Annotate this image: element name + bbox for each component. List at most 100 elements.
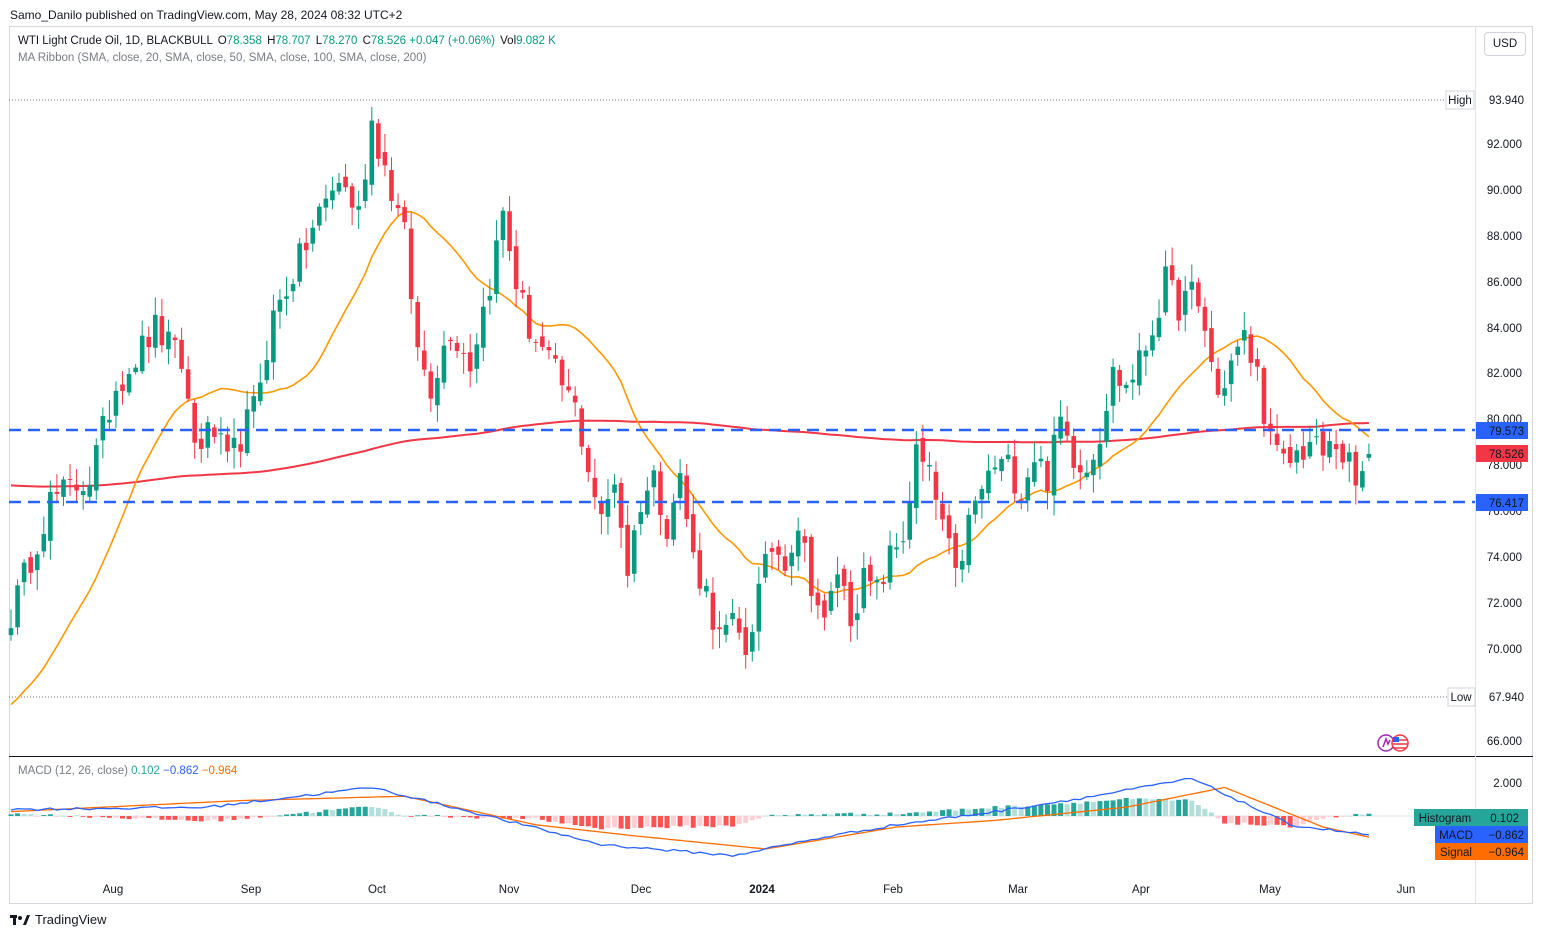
date-tick: Aug xyxy=(103,884,123,896)
macd-histogram-bar xyxy=(880,814,886,816)
macd-histogram-bar xyxy=(270,816,276,817)
macd-histogram-bar xyxy=(480,816,486,818)
candle-up xyxy=(763,553,768,578)
footer-brand-text: TradingView xyxy=(35,912,107,927)
candle-up xyxy=(113,390,119,416)
ma-ribbon-legend[interactable]: MA Ribbon (SMA, close, 20, SMA, close, 5… xyxy=(18,52,427,64)
macd-histogram-bar xyxy=(953,810,959,816)
candle-up xyxy=(704,585,709,592)
candle-down xyxy=(769,548,775,552)
date-tick: Jun xyxy=(1397,884,1416,896)
close-value: 78.526 xyxy=(370,35,407,47)
macd-histogram-bar xyxy=(1313,816,1319,821)
candle-up xyxy=(723,624,729,635)
candle-up xyxy=(166,331,171,350)
candle-up xyxy=(264,360,270,381)
macd-histogram-bar xyxy=(185,816,191,821)
macd-histogram-bar xyxy=(1031,805,1037,816)
macd-histogram-bar xyxy=(1182,799,1188,816)
macd-histogram-bar xyxy=(415,815,421,817)
macd-line xyxy=(10,777,1369,857)
macd-histogram-bar xyxy=(828,814,834,816)
last-price-tag: 78.526 xyxy=(1476,445,1528,462)
candle-up xyxy=(1307,441,1313,457)
candle-up xyxy=(612,484,617,493)
signal-tag-label: Signal xyxy=(1440,847,1472,859)
footer-brand[interactable]: TradingView xyxy=(10,912,107,927)
macd-histogram-bar xyxy=(74,815,80,817)
macd-histogram-bar xyxy=(133,816,139,819)
candle-up xyxy=(887,545,893,583)
macd-histogram-bar xyxy=(1254,816,1260,826)
date-tick: Oct xyxy=(368,884,387,896)
macd-histogram-bar xyxy=(1189,800,1195,816)
macd-histogram-bar xyxy=(985,808,991,816)
open-value: 78.358 xyxy=(226,35,262,47)
macd-histogram-bar xyxy=(211,816,217,820)
macd-histogram-bar xyxy=(47,814,53,816)
sma200-line xyxy=(10,419,1369,488)
candle-down xyxy=(198,438,204,449)
candle-up xyxy=(907,501,913,540)
candle-down xyxy=(376,123,381,159)
macd-histogram-bar xyxy=(1248,816,1254,825)
symbol-legend[interactable]: WTI Light Crude Oil, 1D, BLACKBULL O78.3… xyxy=(18,35,556,47)
date-tick: Feb xyxy=(883,884,903,896)
macd-histogram-bar xyxy=(1287,816,1293,828)
candle-up xyxy=(638,512,644,525)
candle-down xyxy=(848,581,853,627)
macd-histogram-bar xyxy=(395,814,401,816)
macd-histogram-bar xyxy=(1025,806,1031,816)
candle-up xyxy=(1091,459,1096,476)
macd-histogram-bar xyxy=(375,807,381,816)
macd-histogram-bar xyxy=(1130,799,1136,816)
macd-histogram-bar xyxy=(664,816,670,829)
candle-down xyxy=(349,186,355,208)
macd-histogram-bar xyxy=(1366,813,1372,816)
macd-histogram-bar xyxy=(907,812,913,816)
candle-down xyxy=(618,482,624,528)
macd-histogram-bar xyxy=(1058,803,1064,816)
candle-up xyxy=(835,574,840,588)
candle-down xyxy=(572,395,578,403)
candle-up xyxy=(153,314,158,348)
macd-histogram-bar xyxy=(87,816,93,818)
candle-up xyxy=(133,367,138,373)
candle-down xyxy=(1045,460,1050,492)
macd-tick: 2.000 xyxy=(1493,778,1522,790)
date-axis[interactable]: Aug Sep Oct Nov Dec 2024 Feb Mar Apr May… xyxy=(103,884,1416,896)
macd-histogram-bar xyxy=(1156,799,1162,816)
macd-histogram-bar xyxy=(867,815,873,816)
currency-button[interactable]: USD xyxy=(1484,32,1526,56)
macd-histogram-bar xyxy=(618,816,624,829)
macd-histogram-bar xyxy=(1176,799,1182,816)
macd-histogram-bar xyxy=(1268,816,1274,825)
macd-histogram-bar xyxy=(34,816,40,817)
candle-up xyxy=(21,562,27,583)
candle-up xyxy=(631,530,637,574)
candle-down xyxy=(946,515,952,539)
macd-histogram-bar xyxy=(1346,815,1352,817)
macd-histogram-bar xyxy=(782,815,788,816)
macd-histogram-bar xyxy=(60,815,66,817)
macd-histogram-bar xyxy=(1340,816,1346,817)
macd-histogram-bar xyxy=(1143,798,1149,816)
low-tag-value: 67.940 xyxy=(1489,692,1524,704)
macd-histogram-bar xyxy=(388,812,394,816)
economic-events-icon[interactable] xyxy=(1377,734,1409,752)
candle-down xyxy=(1333,444,1339,450)
macd-histogram-bar xyxy=(802,814,808,816)
macd-legend[interactable]: MACD (12, 26, close) 0.102 −0.862 −0.964 xyxy=(18,765,237,777)
candle-down xyxy=(1117,369,1122,386)
candle-down xyxy=(940,503,945,520)
candle-down xyxy=(389,170,394,201)
macd-histogram-bar xyxy=(507,816,513,820)
chart-frame xyxy=(9,26,1533,904)
macd-histogram-bar xyxy=(835,813,841,816)
macd-histogram-bar xyxy=(67,816,73,817)
macd-histogram-bar xyxy=(369,807,375,816)
candle-up xyxy=(854,613,860,620)
macd-histogram-bar xyxy=(21,813,27,816)
macd-histogram-bar xyxy=(913,812,919,816)
